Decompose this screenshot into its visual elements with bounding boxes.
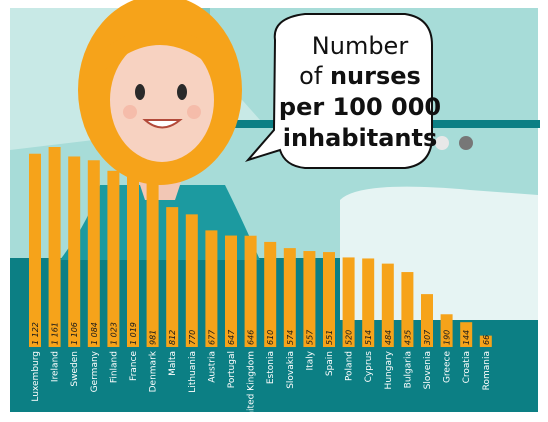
value-label: 1 122 — [31, 322, 40, 345]
category-label: Germany — [90, 350, 100, 392]
value-label: 677 — [207, 329, 216, 345]
bar-ireland — [48, 147, 61, 347]
speech-line-4: inhabitants — [283, 124, 438, 152]
nurse-smile — [142, 119, 183, 129]
value-label: 647 — [227, 329, 236, 345]
category-label: Portugal — [227, 351, 237, 388]
speech-bubble: Number of nurses per 100 000 inhabitants — [244, 13, 441, 169]
bar-germany — [87, 160, 100, 347]
value-label: 307 — [423, 329, 432, 345]
bar-finland — [107, 170, 120, 347]
value-label: 812 — [168, 330, 177, 345]
bar-austria — [205, 230, 218, 347]
value-label: 574 — [286, 330, 295, 345]
value-label: 190 — [443, 330, 452, 345]
category-label: Cyprus — [364, 351, 374, 383]
bar-greece — [440, 314, 453, 347]
category-label: Croatia — [462, 351, 472, 383]
category-label: United Kingdom — [247, 351, 257, 422]
nurse-face — [110, 38, 214, 162]
bar-croatia — [460, 322, 473, 347]
bar-italy — [303, 251, 316, 347]
bar-slovakia — [283, 248, 296, 347]
category-label: Spain — [325, 351, 335, 376]
speech-line-3: per 100 000 — [279, 93, 441, 121]
category-label: Romania — [482, 351, 492, 390]
value-label: 1 161 — [51, 322, 60, 345]
speech-line-2-prefix: of — [299, 62, 323, 90]
button-light-icon — [435, 136, 449, 150]
speech-line-1: Number — [312, 32, 409, 60]
bar-poland — [342, 257, 355, 347]
value-label: 435 — [403, 330, 412, 345]
category-label: Lithuania — [188, 351, 198, 393]
category-label: Ireland — [51, 351, 61, 382]
category-label: Sweden — [70, 351, 80, 387]
bar-sweden — [68, 156, 81, 347]
value-label: 1 023 — [109, 322, 118, 345]
value-label: 1 019 — [129, 322, 138, 345]
speech-line-2-bold: nurses — [330, 62, 421, 90]
nurse-left-eye — [135, 84, 145, 100]
button-dark-icon — [459, 136, 473, 150]
nurse-right-cheek — [187, 105, 201, 119]
category-label: Slovenia — [423, 351, 433, 389]
value-label: 1 106 — [70, 322, 79, 345]
category-label: Malta — [168, 351, 178, 376]
nurse-bangs — [105, 29, 215, 70]
category-label: France — [129, 351, 139, 381]
value-label: 770 — [188, 330, 197, 345]
value-label: 144 — [462, 330, 471, 345]
bar-estonia — [264, 241, 277, 347]
category-label: Austria — [207, 351, 217, 383]
value-label: 610 — [266, 330, 275, 345]
value-label: 557 — [305, 329, 314, 345]
speech-line-2: of nurses — [299, 62, 421, 90]
bar-spain — [323, 252, 335, 347]
category-label: Luxemburg — [31, 351, 41, 402]
speech-bubble-shape — [244, 13, 433, 169]
category-label: Slovakia — [286, 351, 296, 389]
category-label: Estonia — [266, 351, 276, 384]
bar-malta — [166, 207, 179, 347]
category-label: Hungary — [384, 350, 394, 389]
bar-united-kingdom — [244, 235, 257, 347]
nurse-right-eye — [177, 84, 187, 100]
value-label: 66 — [482, 335, 491, 345]
category-label: Denmark — [149, 350, 159, 392]
category-label: Poland — [345, 351, 355, 381]
bar-romania — [479, 335, 492, 347]
bar-lithuania — [185, 214, 198, 347]
bar-hungary — [381, 263, 394, 347]
value-label: 520 — [345, 330, 354, 345]
bar-portugal — [225, 235, 237, 347]
bar-slovenia — [421, 294, 433, 347]
category-label: Greece — [443, 351, 453, 383]
value-label: 1 084 — [90, 322, 99, 345]
bar-france — [127, 171, 139, 347]
nurse-left-cheek — [123, 105, 137, 119]
bar-cyprus — [362, 258, 375, 347]
bars-layer: 1 122 Luxemburg 1 161 Ireland 1 106 Sweden 1 0… — [29, 147, 492, 422]
value-label: 646 — [247, 330, 256, 345]
bar-denmark — [146, 178, 159, 347]
bar-bulgaria — [401, 272, 414, 347]
value-label: 514 — [364, 330, 373, 345]
category-label: Bulgaria — [403, 351, 413, 388]
category-label: Italy — [305, 350, 315, 370]
bar-luxemburg — [29, 153, 41, 347]
value-label: 981 — [149, 330, 158, 345]
category-label: Finland — [109, 351, 119, 383]
value-label: 484 — [384, 330, 393, 345]
value-label: 551 — [325, 330, 334, 345]
